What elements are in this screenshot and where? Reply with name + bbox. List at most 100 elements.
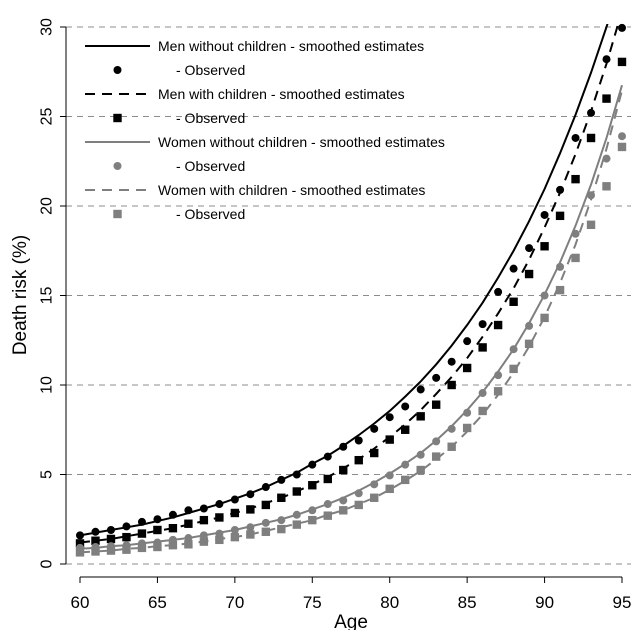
data-point <box>292 470 301 479</box>
data-point <box>478 343 487 352</box>
data-point <box>76 531 84 540</box>
data-point <box>462 423 472 433</box>
data-point <box>277 524 286 534</box>
data-point <box>602 55 611 64</box>
x-tick-label: 90 <box>535 593 554 612</box>
data-point <box>432 373 441 382</box>
data-point <box>401 402 410 411</box>
data-point <box>137 517 146 526</box>
data-point <box>215 529 224 538</box>
series-line-0 <box>79 24 609 537</box>
axes: 0 5 10 15 20 25 30 60 65 70 75 80 85 90 95 <box>39 18 632 612</box>
data-point <box>199 504 208 513</box>
data-point <box>261 527 271 536</box>
legend-label: - Observed <box>176 110 245 126</box>
data-point <box>323 452 332 461</box>
data-point <box>602 182 611 191</box>
data-point <box>354 500 363 510</box>
data-point <box>261 500 271 510</box>
data-point <box>416 450 425 459</box>
data-point <box>370 480 379 489</box>
legend-label: Women without children - smoothed estima… <box>158 134 445 150</box>
data-point <box>261 518 270 527</box>
data-point <box>524 339 534 349</box>
data-point <box>137 529 147 538</box>
data-point <box>401 475 410 485</box>
data-point <box>106 534 116 544</box>
data-point <box>354 489 363 498</box>
y-axis-label: Death risk (%) <box>10 235 31 355</box>
data-point <box>618 23 626 32</box>
data-point <box>215 500 224 509</box>
legend: Men without children - smoothed estimate… <box>85 38 445 222</box>
data-point <box>122 532 131 542</box>
y-tick-label: 10 <box>39 376 56 394</box>
data-point <box>556 185 565 194</box>
legend-marker-swatch <box>113 66 122 74</box>
data-point <box>75 539 85 548</box>
data-point <box>308 506 317 515</box>
data-point <box>323 511 332 520</box>
data-point <box>587 108 596 117</box>
x-tick-label: 85 <box>458 593 477 612</box>
data-point <box>478 389 487 398</box>
data-point <box>91 547 100 556</box>
data-point <box>308 515 317 525</box>
data-point <box>447 380 456 390</box>
data-point <box>571 133 580 142</box>
data-point <box>493 320 503 330</box>
data-point <box>494 371 503 380</box>
data-point <box>556 262 565 271</box>
data-point <box>230 495 239 504</box>
data-point <box>168 541 178 550</box>
x-tick-label: 65 <box>148 593 167 612</box>
data-point <box>478 320 487 329</box>
data-point <box>401 425 410 434</box>
data-point <box>540 291 549 300</box>
data-point <box>106 525 115 534</box>
data-point <box>586 133 596 143</box>
legend-label: Women with children - smoothed estimates <box>158 182 425 198</box>
data-point <box>168 524 178 533</box>
data-point <box>463 337 472 346</box>
data-point <box>354 455 363 465</box>
data-point <box>385 471 394 480</box>
data-point <box>602 154 611 163</box>
x-tick-label: 70 <box>225 593 244 612</box>
data-point <box>153 515 162 524</box>
legend-label: - Observed <box>176 206 245 222</box>
data-point <box>246 490 255 499</box>
data-point <box>184 534 193 543</box>
data-point <box>494 287 503 296</box>
data-point <box>525 321 534 330</box>
data-point <box>292 520 301 529</box>
data-point <box>323 474 332 484</box>
x-axis-label: Age <box>334 612 368 630</box>
data-point <box>540 210 549 219</box>
data-point <box>509 364 518 374</box>
data-point <box>168 510 177 519</box>
data-point <box>618 132 626 141</box>
y-tick-label: 20 <box>39 197 56 215</box>
data-point <box>524 269 534 279</box>
data-point <box>122 545 131 554</box>
data-point <box>308 481 317 490</box>
data-point <box>339 506 348 515</box>
x-tick-label: 75 <box>303 593 322 612</box>
data-point <box>540 313 549 323</box>
data-point <box>277 475 286 484</box>
data-point <box>75 548 85 557</box>
data-point <box>230 508 240 518</box>
x-tick-label: 60 <box>71 593 90 612</box>
y-tick-label: 0 <box>39 559 56 568</box>
data-point <box>602 94 611 103</box>
data-point <box>199 537 209 546</box>
data-point <box>354 436 363 445</box>
data-point <box>385 435 394 444</box>
data-point <box>509 297 518 306</box>
line-series-group <box>79 24 623 554</box>
data-point <box>292 510 301 519</box>
data-point <box>509 345 518 354</box>
data-point <box>571 174 580 184</box>
